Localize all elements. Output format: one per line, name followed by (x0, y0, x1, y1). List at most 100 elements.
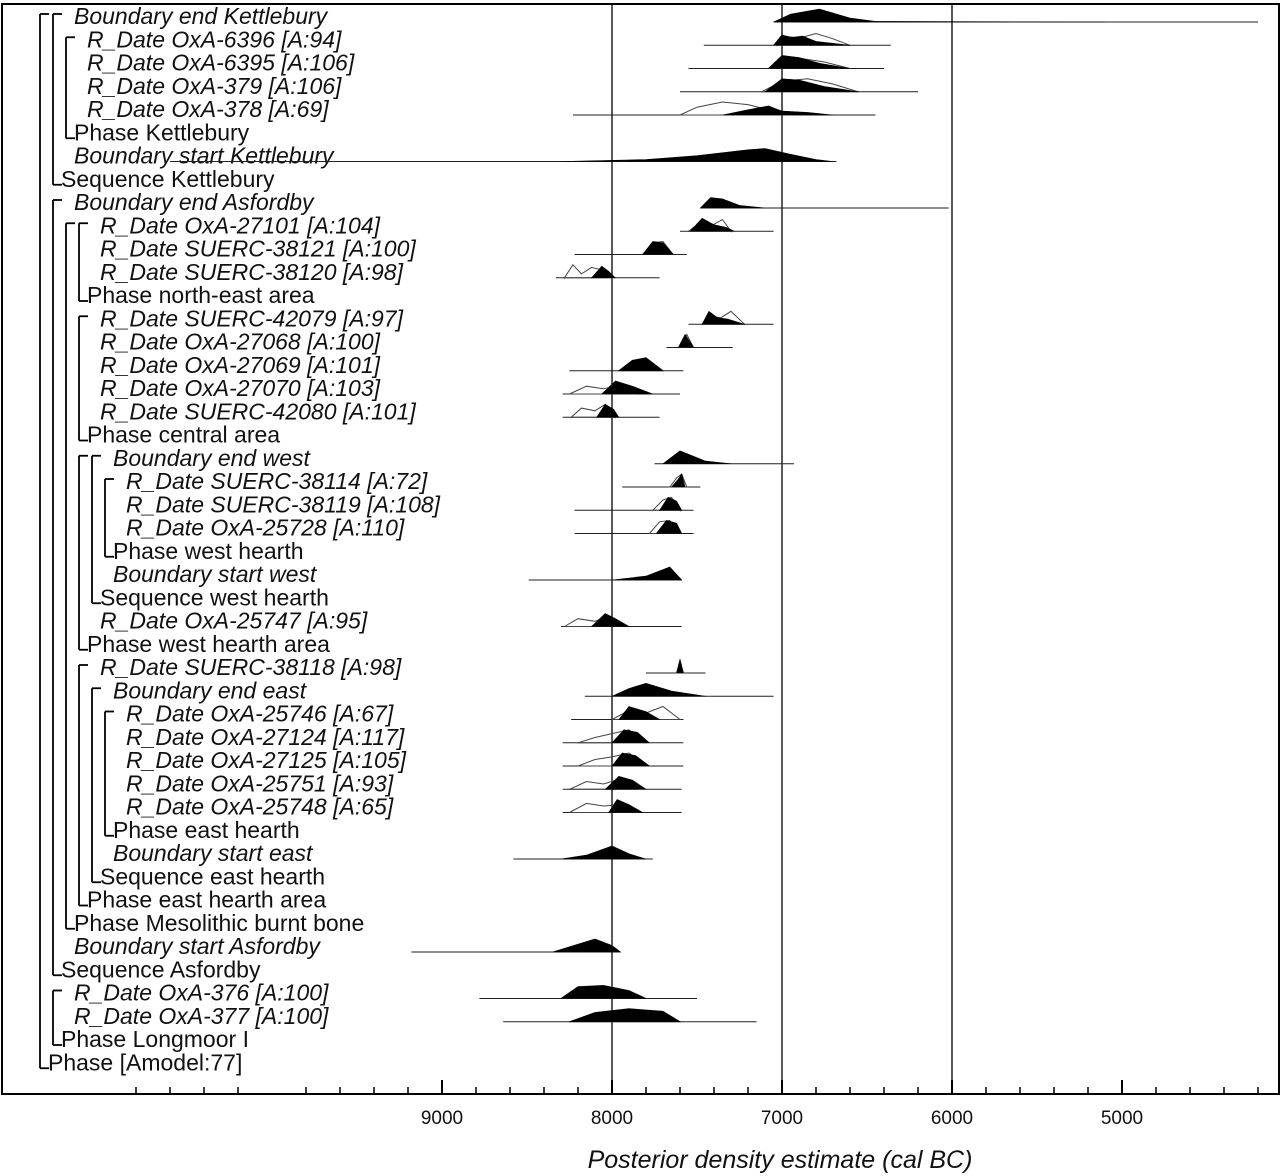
row-label: R_Date OxA-25728 [A:110] (126, 515, 405, 541)
x-axis: 9000 8000 7000 6000 5000 (135, 1080, 1259, 1129)
row-label: Phase east hearth area (87, 887, 326, 913)
chart-row: Phase central area (87, 422, 280, 448)
posterior-distribution (641, 241, 674, 255)
plot-frame (1, 3, 1280, 1095)
posterior-distribution (569, 1008, 681, 1023)
chart-row: R_Date SUERC-42080 [A:101] (100, 398, 660, 424)
row-label: R_Date OxA-376 [A:100] (74, 980, 329, 1006)
chart-row: R_Date OxA-379 [A:106] (87, 73, 918, 99)
posterior-distribution (722, 105, 834, 116)
row-label: R_Date OxA-25746 [A:67] (126, 701, 394, 727)
row-label: R_Date OxA-27125 [A:105] (126, 747, 407, 773)
chart-row: Phase east hearth area (87, 887, 326, 913)
row-label: Phase Mesolithic burnt bone (74, 910, 364, 936)
chart-row: Phase east hearth (113, 817, 300, 843)
row-label: R_Date SUERC-38114 [A:72] (126, 468, 428, 494)
row-label: R_Date OxA-27101 [A:104] (100, 212, 381, 238)
row-label: Phase Kettlebury (74, 119, 250, 145)
chart-row: R_Date OxA-27124 [A:117] (126, 724, 684, 750)
posterior-distribution (611, 566, 683, 581)
posterior-distribution (611, 729, 650, 744)
chart-row: Boundary start east (113, 840, 653, 866)
row-label: R_Date OxA-379 [A:106] (87, 73, 342, 99)
row-label: Phase north-east area (87, 282, 315, 308)
tick-label: 6000 (931, 1108, 973, 1129)
chart-row: Boundary end east (113, 677, 774, 703)
row-label: R_Date OxA-27070 [A:103] (100, 375, 381, 401)
chart-row: Boundary end Asfordby (74, 189, 949, 215)
row-label: R_Date SUERC-38121 [A:100] (100, 236, 416, 262)
row-label: R_Date OxA-25747 [A:95] (100, 608, 368, 634)
posterior-distribution (590, 613, 631, 627)
chart-row: R_Date OxA-25746 [A:67] (126, 701, 684, 727)
chart-row: R_Date OxA-27069 [A:101] (100, 352, 684, 378)
posterior-distribution (655, 520, 683, 534)
row-label: R_Date OxA-6396 [A:94] (87, 26, 342, 52)
chart-row: Sequence east hearth (100, 863, 325, 889)
chart-row: R_Date SUERC-42079 [A:97] (100, 305, 774, 331)
chart-row: R_Date OxA-376 [A:100] (74, 980, 697, 1006)
chart-row: Phase north-east area (87, 282, 315, 308)
posterior-distribution (611, 752, 651, 767)
row-label: Sequence west hearth (100, 584, 329, 610)
posterior-distribution (773, 8, 1106, 23)
row-label: R_Date SUERC-38118 [A:98] (100, 654, 402, 680)
row-label: Boundary end east (113, 677, 308, 703)
chart-row: R_Date SUERC-38118 [A:98] (100, 654, 706, 680)
chart-row: R_Date OxA-6395 [A:106] (87, 50, 884, 76)
posterior-distribution (560, 148, 834, 162)
chart-row: R_Date OxA-27125 [A:105] (126, 747, 684, 773)
chart-row: R_Date OxA-27101 [A:104] (100, 212, 774, 238)
posterior-distribution (662, 450, 732, 465)
chart-row: Boundary end west (113, 445, 794, 471)
posterior-distribution (689, 217, 735, 233)
row-label: Phase Longmoor I (61, 1026, 249, 1052)
row-label: R_Date SUERC-42079 [A:97] (100, 305, 404, 331)
posterior-distribution (604, 775, 647, 791)
chart-row: Phase Longmoor I (61, 1026, 249, 1052)
chart-row: R_Date OxA-27068 [A:100] (100, 329, 733, 355)
row-label: Sequence Asfordby (61, 956, 261, 982)
row-label: Boundary end Kettlebury (74, 3, 329, 29)
chart-row: Sequence Asfordby (61, 956, 261, 982)
row-label: R_Date SUERC-42080 [A:101] (100, 398, 416, 424)
row-label: Boundary start east (113, 840, 314, 866)
chart-row: Boundary start Kettlebury (74, 143, 837, 169)
chart-row: R_Date OxA-378 [A:69] (87, 96, 876, 122)
chart-row: R_Date SUERC-38120 [A:98] (100, 259, 660, 285)
tick-label: 9000 (421, 1108, 463, 1129)
row-label: Boundary start Asfordby (74, 933, 321, 959)
chart-row: Phase west hearth (113, 538, 304, 564)
reference-lines (611, 4, 953, 1094)
chart-row: Sequence Kettlebury (61, 166, 275, 192)
row-label: R_Date OxA-27068 [A:100] (100, 329, 381, 355)
chart-row: R_Date OxA-25748 [A:65] (126, 794, 682, 820)
chart-row: R_Date OxA-25751 [A:93] (126, 770, 682, 796)
row-label: Phase east hearth (113, 817, 300, 843)
posterior-distribution (591, 265, 616, 279)
chart-row: R_Date SUERC-38114 [A:72] (126, 468, 701, 494)
posterior-distribution (560, 985, 647, 999)
chart-row: Boundary start Asfordby (74, 933, 622, 959)
row-label: R_Date OxA-25748 [A:65] (126, 794, 394, 820)
chart-row: R_Date SUERC-38121 [A:100] (100, 236, 687, 262)
posterior-distribution (560, 845, 647, 860)
chart-row: Sequence west hearth (100, 584, 329, 610)
posterior-distribution (767, 55, 851, 69)
chart-row: R_Date OxA-25728 [A:110] (126, 515, 694, 541)
posterior-distribution (618, 706, 661, 720)
row-label: Phase west hearth (113, 538, 304, 564)
row-label: Phase central area (87, 422, 280, 448)
row-label: Phase west hearth area (87, 631, 330, 657)
chart-row: Boundary start west (113, 561, 683, 587)
posterior-distribution (699, 197, 766, 209)
posterior-distribution (701, 310, 745, 325)
chart-row: Phase west hearth area (87, 631, 330, 657)
row-label: R_Date OxA-27069 [A:101] (100, 352, 381, 378)
chart-row: R_Date OxA-25747 [A:95] (100, 608, 682, 634)
posterior-distribution (659, 496, 682, 512)
row-label: Boundary end west (113, 445, 312, 471)
row-label: Boundary end Asfordby (74, 189, 315, 215)
row-label: R_Date OxA-25751 [A:93] (126, 770, 394, 796)
